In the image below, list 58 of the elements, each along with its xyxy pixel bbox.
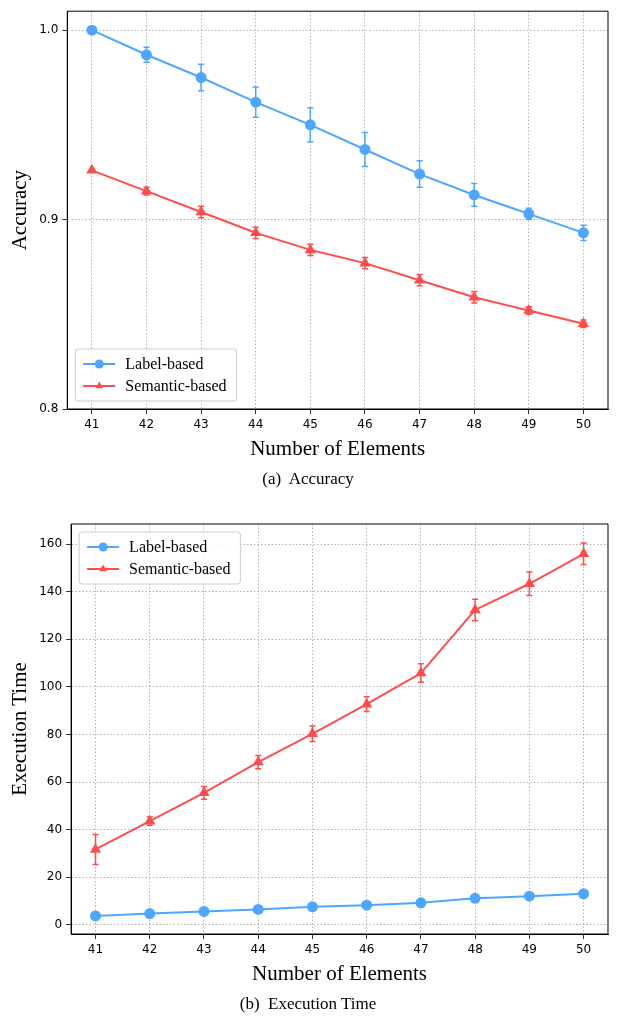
point	[252, 903, 264, 915]
point	[307, 728, 318, 738]
x-tick-label: 45	[304, 942, 321, 957]
y-tick-label: 120	[39, 631, 63, 646]
x-axis-title: Number of Elements	[250, 435, 426, 460]
legend-label: Semantic-based	[125, 377, 227, 395]
x-tick-label: 45	[302, 417, 318, 432]
point	[306, 901, 318, 913]
x-tick-label: 44	[248, 417, 264, 432]
x-tick-label: 46	[359, 942, 375, 957]
y-tick-label: 160	[39, 536, 63, 551]
y-tick-label: 1.0	[39, 22, 59, 37]
point	[578, 888, 590, 900]
y-tick-label: 140	[39, 583, 63, 598]
point	[86, 164, 97, 174]
x-tick-label: 49	[521, 417, 537, 432]
point	[469, 892, 481, 904]
legend-label: Label-based	[125, 355, 204, 373]
x-tick-label: 41	[84, 417, 100, 432]
point	[90, 910, 102, 922]
x-tick-label: 48	[467, 942, 483, 957]
x-tick-label: 42	[138, 417, 155, 432]
y-axis-title: Execution Time	[7, 662, 32, 796]
point	[90, 843, 101, 853]
x-tick-label: 42	[142, 942, 158, 957]
y-axis-title: Accuracy	[7, 169, 32, 251]
y-tick-label: 0	[54, 917, 63, 932]
x-tick-label: 49	[521, 942, 537, 957]
y-tick-label: 80	[46, 726, 63, 741]
x-tick-label: 47	[411, 417, 428, 432]
x-tick-label: 48	[466, 417, 482, 432]
y-tick-label: 60	[46, 774, 63, 789]
y-tick-label: 40	[46, 821, 63, 836]
legend-label: Semantic-based	[129, 560, 231, 578]
x-tick-label: 47	[413, 942, 429, 957]
legend-label: Label-based	[129, 538, 208, 556]
x-tick-label: 50	[575, 942, 592, 957]
y-tick-label: 100	[39, 678, 63, 693]
y-tick-label: 0.9	[39, 211, 59, 226]
point	[361, 899, 373, 911]
point	[144, 908, 156, 920]
x-tick-label: 44	[250, 942, 266, 957]
x-tick-label: 43	[196, 942, 212, 957]
x-axis-title: Number of Elements	[252, 960, 428, 985]
point	[198, 905, 210, 917]
point	[524, 578, 535, 588]
y-tick-label: 0.8	[39, 401, 59, 416]
point	[86, 24, 98, 36]
x-tick-label: 43	[193, 417, 209, 432]
x-tick-label: 46	[357, 417, 373, 432]
x-tick-label: 41	[87, 942, 104, 957]
point	[415, 897, 427, 909]
y-tick-label: 20	[46, 869, 63, 884]
x-tick-label: 50	[575, 417, 592, 432]
point	[578, 548, 589, 558]
point	[523, 890, 535, 902]
text: (a) Accuracy	[262, 469, 355, 489]
text: (b) Execution Time	[239, 994, 377, 1014]
